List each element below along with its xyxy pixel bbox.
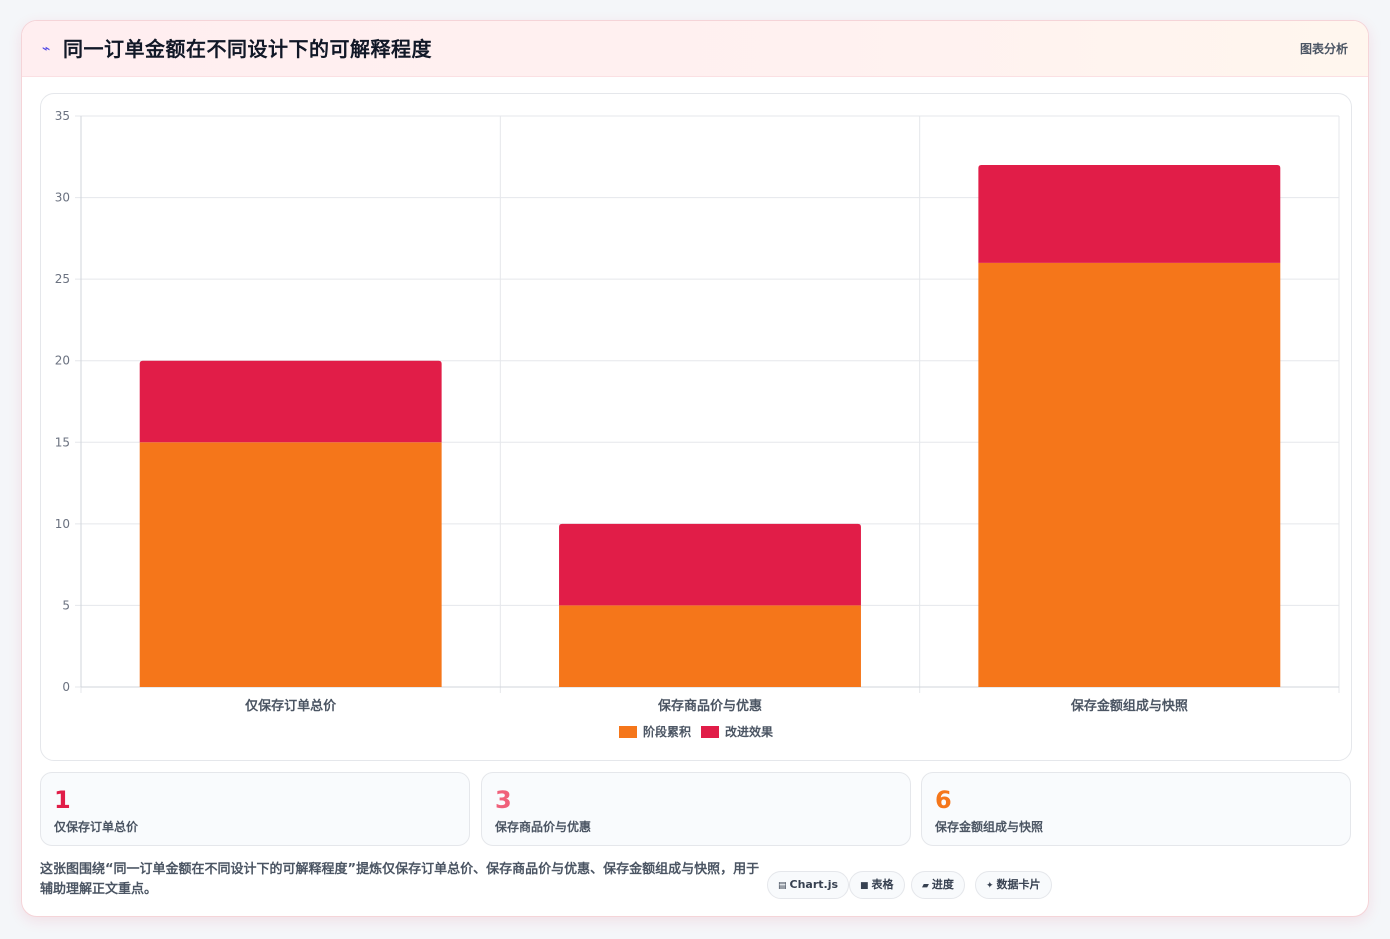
progress-icon: ▰ — [922, 881, 929, 891]
stat-label: 仅保存订单总价 — [54, 820, 139, 834]
legend-label: 改进效果 — [725, 724, 773, 739]
legend-swatch — [701, 726, 719, 738]
stat-cards: 1 仅保存订单总价 3 保存商品价与优惠 6 保存金额组成与快照 — [40, 772, 1352, 846]
chart-icon: ▤ — [778, 881, 787, 891]
stat-label: 保存商品价与优惠 — [495, 820, 592, 834]
bar-segment — [978, 164, 1281, 263]
chip-data-card[interactable]: ✦ 数据卡片 — [975, 871, 1052, 899]
chart-card: ⌁ 同一订单金额在不同设计下的可解释程度 图表分析 0 5 10 15 20 25 30 35… — [21, 20, 1369, 917]
y-tick-label: 35 — [55, 109, 70, 123]
bar-segment — [139, 442, 442, 687]
stacked-bar-chart: 0 5 10 15 20 25 30 35 仅保存订单总价 保存商品价与优惠 保存金额组成与快照阶段… — [55, 109, 1340, 739]
chip-label: 进度 — [931, 878, 954, 891]
stat-card: 3 保存商品价与优惠 — [481, 772, 911, 846]
y-tick-label: 5 — [62, 598, 70, 612]
bar-segment — [139, 360, 442, 443]
stat-value: 1 — [54, 786, 71, 814]
x-tick-label: 保存金额组成与快照 — [1070, 698, 1188, 714]
y-tick-label: 15 — [55, 435, 70, 449]
chart-caption: 这张图围绕“同一订单金额在不同设计下的可解释程度”提炼仅保存订单总价、保存商品价… — [40, 862, 760, 897]
bar-segment — [559, 523, 861, 606]
stat-card: 6 保存金额组成与快照 — [921, 772, 1351, 846]
chip-label: Chart.js — [789, 878, 839, 891]
sparkle-icon: ✦ — [986, 881, 994, 891]
stat-label: 保存金额组成与快照 — [935, 820, 1044, 834]
y-tick-label: 0 — [62, 680, 70, 694]
bar-segment — [978, 262, 1281, 687]
card-title: 同一订单金额在不同设计下的可解释程度 — [63, 37, 432, 61]
y-tick-label: 25 — [55, 272, 70, 286]
y-tick-label: 30 — [55, 191, 70, 205]
y-tick-label: 20 — [55, 354, 70, 368]
legend-label: 阶段累积 — [643, 724, 691, 739]
chip-chartjs[interactable]: ▤ Chart.js — [767, 871, 850, 899]
stat-value: 6 — [935, 786, 952, 814]
chip-label: 数据卡片 — [996, 878, 1041, 891]
card-header: ⌁ 同一订单金额在不同设计下的可解释程度 图表分析 — [22, 21, 1368, 77]
bar-segment — [559, 605, 861, 687]
x-tick-label: 仅保存订单总价 — [244, 698, 337, 714]
chip-table[interactable]: ■ 表格 — [849, 871, 905, 899]
chip-label: 表格 — [871, 878, 894, 891]
chip-progress[interactable]: ▰ 进度 — [911, 871, 965, 899]
chart-analysis-tag: 图表分析 — [1299, 42, 1348, 56]
legend-swatch — [619, 726, 637, 738]
stat-value: 3 — [495, 786, 512, 814]
lightning-icon: ⌁ — [42, 41, 51, 57]
x-tick-label: 保存商品价与优惠 — [657, 698, 762, 714]
table-icon: ■ — [860, 881, 869, 891]
stat-card: 1 仅保存订单总价 — [40, 772, 470, 846]
chart-container: 0 5 10 15 20 25 30 35 仅保存订单总价 保存商品价与优惠 保存金额组成与快照阶段… — [40, 93, 1352, 761]
y-tick-label: 10 — [55, 517, 70, 531]
